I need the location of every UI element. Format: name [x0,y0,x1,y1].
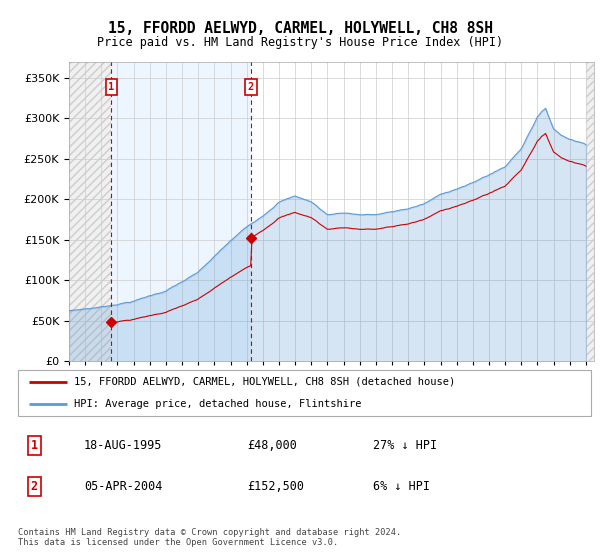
Bar [69,62,112,361]
Text: 18-AUG-1995: 18-AUG-1995 [84,440,162,452]
Text: Price paid vs. HM Land Registry's House Price Index (HPI): Price paid vs. HM Land Registry's House … [97,36,503,49]
Text: £48,000: £48,000 [247,440,297,452]
Text: 05-APR-2004: 05-APR-2004 [84,480,162,493]
Text: 27% ↓ HPI: 27% ↓ HPI [373,440,437,452]
FancyBboxPatch shape [18,370,591,416]
Text: 15, FFORDD AELWYD, CARMEL, HOLYWELL, CH8 8SH (detached house): 15, FFORDD AELWYD, CARMEL, HOLYWELL, CH8… [74,377,455,387]
Text: 1: 1 [31,440,38,452]
Bar [112,62,251,361]
Text: Contains HM Land Registry data © Crown copyright and database right 2024.
This d: Contains HM Land Registry data © Crown c… [18,528,401,547]
Bar [586,62,594,361]
Text: 1: 1 [108,82,115,92]
Text: 2: 2 [248,82,254,92]
Text: 2: 2 [31,480,38,493]
Text: £152,500: £152,500 [247,480,304,493]
Text: 6% ↓ HPI: 6% ↓ HPI [373,480,430,493]
Text: 15, FFORDD AELWYD, CARMEL, HOLYWELL, CH8 8SH: 15, FFORDD AELWYD, CARMEL, HOLYWELL, CH8… [107,21,493,36]
Text: HPI: Average price, detached house, Flintshire: HPI: Average price, detached house, Flin… [74,399,362,409]
